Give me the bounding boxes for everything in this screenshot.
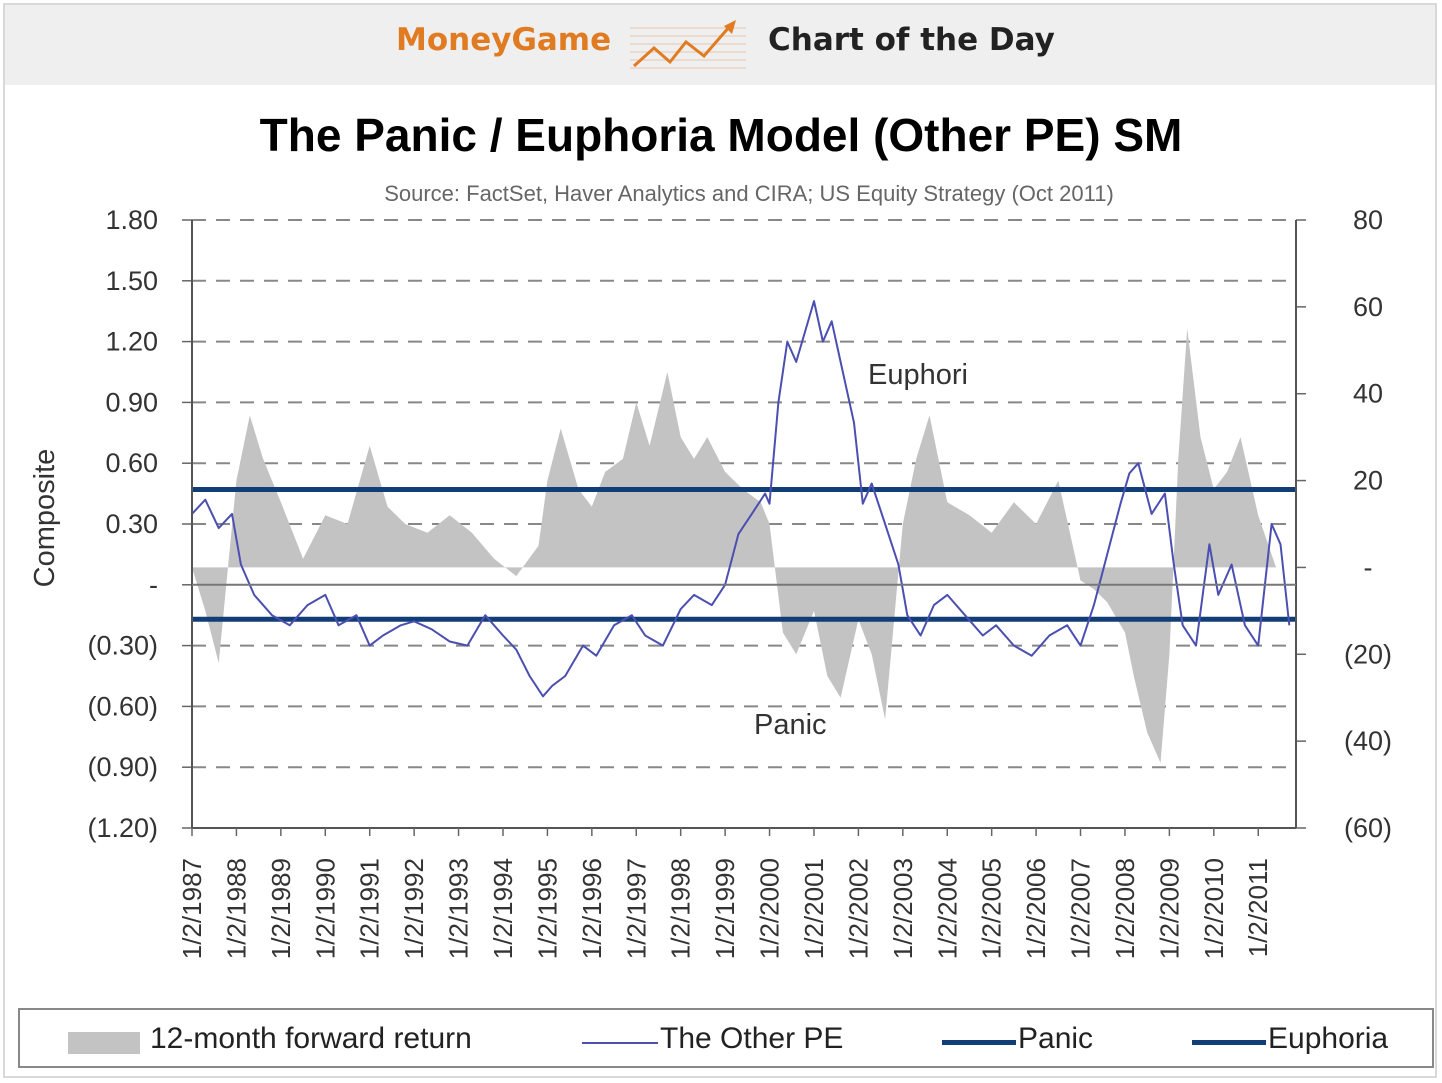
x-tick-label: 1/2/2011 — [1243, 858, 1273, 957]
legend-swatch-euphoria — [1192, 1040, 1266, 1045]
x-tick-label: 1/2/1997 — [621, 858, 651, 959]
left-tick-label: 1.80 — [105, 205, 158, 235]
x-tick-label: 1/2/2007 — [1066, 858, 1096, 959]
chart-legend: 12-month forward return The Other PE Pan… — [18, 1008, 1434, 1068]
legend-label-panic: Panic — [1018, 1022, 1094, 1055]
x-tick-label: 1/2/2008 — [1110, 858, 1140, 959]
x-tick-label: 1/2/2001 — [799, 858, 829, 959]
left-tick-label: (1.20) — [87, 813, 158, 843]
x-tick-label: 1/2/2002 — [843, 858, 873, 959]
left-tick-label: 1.50 — [105, 266, 158, 296]
right-tick-label: 80 — [1353, 205, 1383, 235]
x-tick-label: 1/2/2010 — [1199, 858, 1229, 959]
chart-of-the-day-label: Chart of the Day — [768, 22, 1055, 58]
x-tick-label: 1/2/2009 — [1154, 858, 1184, 959]
legend-swatch-panic — [942, 1040, 1016, 1045]
left-tick-label: 0.60 — [105, 448, 158, 478]
other-pe-line — [191, 300, 1291, 698]
x-tick-label: 1/2/2005 — [977, 858, 1007, 959]
x-tick-label: 1/2/1992 — [399, 858, 429, 959]
left-tick-label: (0.60) — [87, 691, 158, 721]
legend-swatch-other-pe — [582, 1042, 658, 1044]
x-tick-label: 1/2/2000 — [755, 858, 785, 959]
x-tick-label: 1/2/1996 — [577, 858, 607, 959]
left-tick-label: 1.20 — [105, 327, 158, 357]
chart-source: Source: FactSet, Haver Analytics and CIR… — [384, 181, 1114, 206]
left-tick-label: - — [149, 570, 158, 600]
right-tick-label: (60) — [1344, 813, 1392, 843]
x-tick-label: 1/2/1987 — [177, 858, 207, 959]
x-tick-label: 1/2/2006 — [1021, 858, 1051, 959]
left-tick-label: (0.30) — [87, 631, 158, 661]
legend-label-forward-return: 12-month forward return — [150, 1022, 472, 1055]
right-tick-label: 20 — [1353, 466, 1383, 496]
legend-label-other-pe: The Other PE — [660, 1022, 844, 1055]
x-tick-label: 1/2/1998 — [666, 858, 696, 959]
left-tick-label: 0.30 — [105, 509, 158, 539]
legend-label-euphoria: Euphoria — [1268, 1022, 1389, 1055]
right-tick-label: 60 — [1353, 292, 1383, 322]
left-tick-label: 0.90 — [105, 387, 158, 417]
x-tick-label: 1/2/1988 — [221, 858, 251, 959]
chart-title: The Panic / Euphoria Model (Other PE) SM — [259, 109, 1183, 161]
x-tick-label: 1/2/1989 — [266, 858, 296, 959]
legend-swatch-forward-return — [68, 1032, 140, 1054]
chart-trend-icon — [630, 20, 746, 69]
x-tick-label: 1/2/1993 — [444, 858, 474, 959]
forward-return-area — [192, 328, 1277, 763]
x-tick-label: 1/2/1999 — [710, 858, 740, 959]
right-tick-label: (20) — [1344, 639, 1392, 669]
left-tick-label: (0.90) — [87, 752, 158, 782]
x-tick-label: 1/2/2004 — [932, 858, 962, 959]
annotation-panic: Panic — [754, 709, 827, 741]
right-tick-label: - — [1364, 552, 1373, 582]
right-tick-label: 40 — [1353, 379, 1383, 409]
y-axis-title: Composite — [29, 449, 61, 588]
x-tick-label: 1/2/1990 — [310, 858, 340, 959]
brand-name: MoneyGame — [396, 22, 612, 58]
annotation-euphoria: Euphori — [868, 359, 968, 391]
banner — [5, 5, 1435, 85]
x-tick-label: 1/2/1991 — [355, 858, 385, 959]
x-tick-label: 1/2/1995 — [532, 858, 562, 959]
x-tick-label: 1/2/1994 — [488, 858, 518, 959]
x-tick-label: 1/2/2003 — [888, 858, 918, 959]
right-tick-label: (40) — [1344, 726, 1392, 756]
